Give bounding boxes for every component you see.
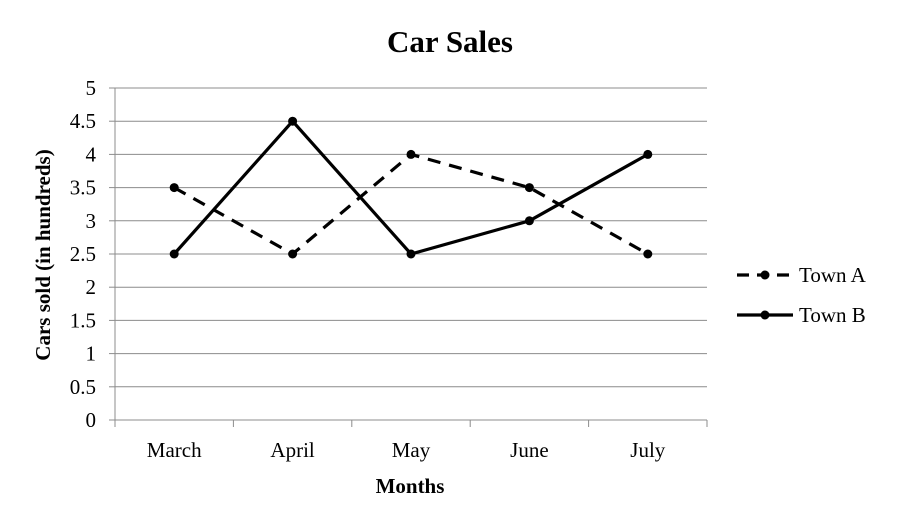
series-1-point-4: [643, 149, 653, 159]
legend: Town A Town B: [737, 263, 867, 327]
y-tick-label-5: 2.5: [70, 242, 96, 266]
series-0-point-2: [406, 149, 416, 159]
x-tick-label-4: July: [630, 438, 666, 462]
y-tick-label-3: 1.5: [70, 308, 96, 332]
y-tick-label-10: 5: [86, 76, 97, 100]
legend-label-0: Town A: [799, 263, 867, 287]
series-line-0: [173, 152, 649, 256]
x-tick-label-0: March: [147, 438, 202, 462]
series-0-point-3: [524, 183, 534, 193]
series-1-point-0: [169, 249, 179, 259]
series-1-point-3: [524, 216, 534, 226]
legend-marker-0: [760, 270, 770, 280]
x-tick-label-1: April: [270, 438, 314, 462]
legend-label-1: Town B: [799, 303, 866, 327]
y-tick-label-4: 2: [86, 275, 97, 299]
series-1-point-2: [406, 249, 416, 259]
series-0-point-1: [288, 249, 298, 259]
series-0-point-4: [643, 249, 653, 259]
y-tick-label-7: 3.5: [70, 176, 96, 200]
x-axis-title: Months: [376, 474, 445, 498]
y-tick-label-1: 0.5: [70, 375, 96, 399]
axes: 0 0.5 1 1.5 2 2.5 3 3.5 4 4.5 5 March April May June Ju…: [70, 76, 708, 462]
chart-title: Car Sales: [387, 24, 513, 59]
series-0-point-0: [169, 183, 179, 193]
legend-marker-1: [760, 310, 770, 320]
series-lines: [169, 116, 653, 259]
y-tick-label-6: 3: [86, 209, 97, 233]
y-tick-label-0: 0: [86, 408, 97, 432]
y-tick-label-9: 4.5: [70, 109, 96, 133]
y-axis-title: Cars sold (in hundreds): [31, 149, 55, 360]
series-1-point-1: [288, 116, 298, 126]
x-tick-label-3: June: [510, 438, 549, 462]
x-tick-label-2: May: [392, 438, 431, 462]
y-tick-label-2: 1: [86, 342, 97, 366]
y-tick-label-8: 4: [86, 142, 97, 166]
